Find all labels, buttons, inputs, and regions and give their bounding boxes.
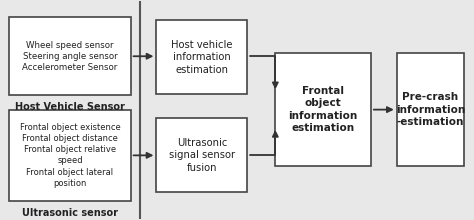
Text: Frontal
object
information
estimation: Frontal object information estimation xyxy=(289,86,358,133)
FancyBboxPatch shape xyxy=(9,110,131,201)
Text: Pre-crash
information
-estimation: Pre-crash information -estimation xyxy=(396,92,465,127)
FancyBboxPatch shape xyxy=(156,118,247,192)
FancyBboxPatch shape xyxy=(397,53,465,166)
FancyBboxPatch shape xyxy=(156,20,247,94)
Text: Host vehicle
information
estimation: Host vehicle information estimation xyxy=(171,40,233,75)
Text: Wheel speed sensor
Steering angle sensor
Accelerometer Sensor: Wheel speed sensor Steering angle sensor… xyxy=(22,41,118,72)
Text: Frontal object existence
Frontal object distance
Frontal object relative
speed
F: Frontal object existence Frontal object … xyxy=(19,123,120,188)
Text: Ultrasonic
signal sensor
fusion: Ultrasonic signal sensor fusion xyxy=(169,138,235,173)
Text: Ultrasonic sensor: Ultrasonic sensor xyxy=(22,208,118,218)
FancyBboxPatch shape xyxy=(9,17,131,95)
FancyBboxPatch shape xyxy=(275,53,371,166)
Text: Host Vehicle Sensor: Host Vehicle Sensor xyxy=(15,103,125,112)
